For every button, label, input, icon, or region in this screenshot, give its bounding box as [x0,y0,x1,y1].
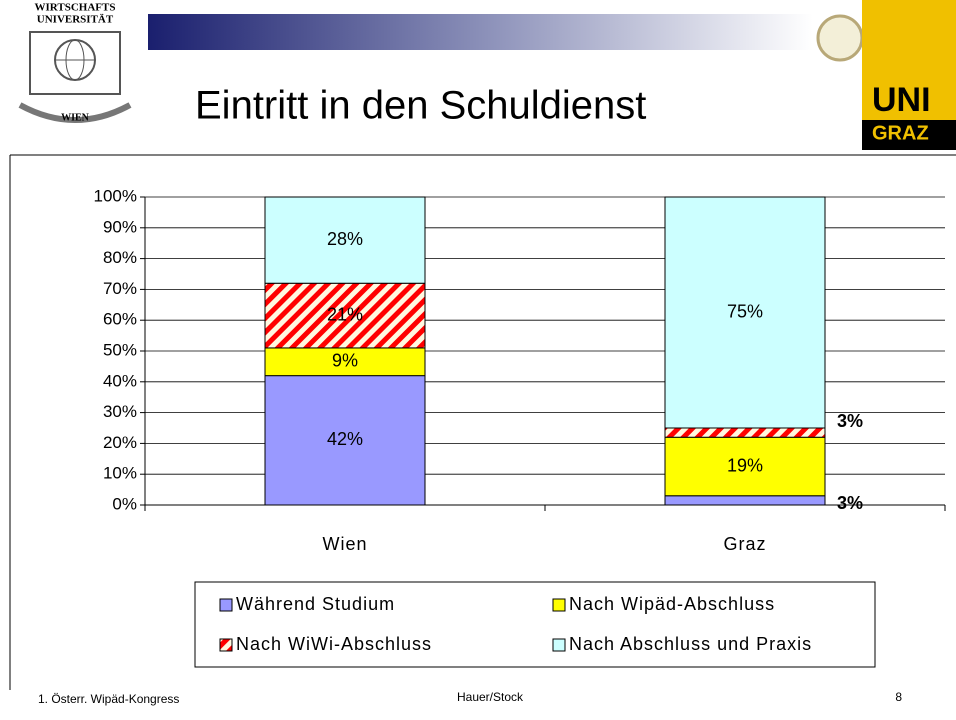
y-tick-label: 100% [94,186,137,205]
legend-swatch [219,638,233,652]
bar-segment [264,282,426,349]
data-label: 3% [837,493,863,513]
legend-label: Nach WiWi-Abschluss [236,634,432,654]
slide-title: Eintritt in den Schuldienst [195,84,646,128]
logo-right-bar [862,120,956,150]
y-tick-label: 30% [103,402,137,421]
data-label: 19% [727,455,763,475]
legend-label: Nach Abschluss und Praxis [569,634,812,654]
data-label: 21% [327,304,363,324]
y-tick-label: 70% [103,279,137,298]
legend-label: Während Studium [236,594,395,614]
header-band [148,14,813,50]
data-label: 9% [332,351,358,371]
legend-swatch [219,598,233,612]
logo-text: UNIVERSITÄT [37,13,114,26]
y-tick-label: 20% [103,433,137,452]
footer-center: Hauer/Stock [457,690,524,704]
logo-text: WIRTSCHAFTS [35,2,116,14]
bar-segment [664,436,826,497]
bar-segment [264,196,426,284]
logo-seal [816,14,864,62]
footer-left: 1. Österr. Wipäd-Kongress [38,692,179,706]
y-tick-label: 0% [112,494,137,513]
page-number: 8 [895,690,902,704]
logo-text: GRAZ [872,122,929,144]
y-tick-label: 80% [103,248,137,267]
logo-left: WIRTSCHAFTS UNIVERSITÄT WIEN [18,2,132,123]
x-tick-label: Graz [723,534,766,554]
legend-swatch [552,638,566,652]
legend-box [194,581,876,668]
legend-swatch [552,598,566,612]
logo-text: WIEN [61,112,90,123]
data-label: 75% [727,301,763,321]
y-tick-label: 90% [103,217,137,236]
y-tick-label: 40% [103,371,137,390]
y-tick-label: 60% [103,310,137,329]
data-label: 3% [837,411,863,431]
y-tick-label: 50% [103,340,137,359]
data-label: 42% [327,429,363,449]
logo-text: UNI [872,81,931,119]
logo-frame [29,31,121,95]
bar-segment [664,196,826,429]
logo-laurel [18,102,132,123]
legend-label: Nach Wipäd-Abschluss [569,594,775,614]
y-tick-label: 10% [103,464,137,483]
bar-segment [264,375,426,506]
x-tick-label: Wien [322,534,367,554]
data-label: 28% [327,229,363,249]
bar-segment [664,495,826,506]
bar-segment [664,427,826,438]
